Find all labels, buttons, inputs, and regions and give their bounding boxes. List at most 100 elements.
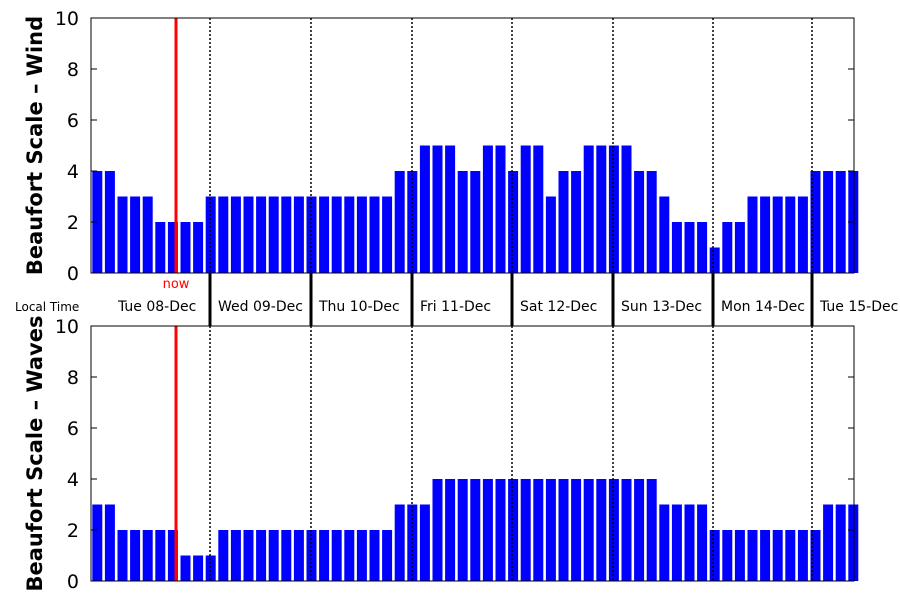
wind-bar [533,145,544,273]
waves-bar [382,530,393,581]
wind-bar [268,196,279,273]
wind-bar [394,171,405,273]
day-label-strip: Local Time now Tue 08-Dec Wed 09-Dec Thu 10… [15,273,898,326]
waves-bar [684,504,695,581]
waves-bar [167,530,178,581]
wind-bar [621,145,632,273]
wind-bar [583,145,594,273]
wind-bar [545,196,556,273]
wind-bar [684,222,695,273]
wind-bar [92,171,103,273]
waves-bar [596,479,607,581]
waves-bar [445,479,456,581]
wind-bar [142,196,153,273]
waves-bar [230,530,241,581]
wind-ytick-label: 6 [67,110,79,132]
wind-bar [646,171,657,273]
waves-bar [508,479,519,581]
wind-bar [445,145,456,273]
wind-ytick-label: 0 [67,263,79,285]
wind-bar [193,222,204,273]
wind-bar [671,222,682,273]
waves-bar [646,479,657,581]
waves-bar [457,479,468,581]
waves-bar [659,504,670,581]
wind-bar [218,196,229,273]
waves-ytick-label: 10 [55,316,79,338]
waves-ytick-label: 2 [67,520,79,542]
waves-bar [520,479,531,581]
waves-bar [470,479,481,581]
waves-bar [104,504,115,581]
wind-bar [281,196,292,273]
wind-bar [369,196,380,273]
wind-bar [596,145,607,273]
wind-bar [722,222,733,273]
wind-bar [520,145,531,273]
waves-bar [130,530,141,581]
wind-bar [835,171,846,273]
waves-ytick-label: 8 [67,367,79,389]
wind-bar [167,222,178,273]
wind-bar [823,171,834,273]
wind-bar [331,196,342,273]
day-label: Tue 08-Dec [117,299,196,315]
waves-bar [117,530,128,581]
waves-bar [155,530,166,581]
wind-bar [697,222,708,273]
waves-bar [785,530,796,581]
wind-ytick-label: 10 [55,8,79,30]
waves-bar [734,530,745,581]
wind-bar [810,171,821,273]
wind-bar [356,196,367,273]
local-time-label: Local Time [15,300,79,314]
waves-bar [205,555,216,581]
wind-ylabel: Beaufort Scale – Wind [23,16,47,275]
waves-bar [671,504,682,581]
wind-bar [419,145,430,273]
wind-bar [709,247,720,273]
waves-bar [533,479,544,581]
waves-bar [394,504,405,581]
waves-bar [419,504,430,581]
wind-panel: 0 2 4 6 8 10 Beaufort Scale – Wind [23,8,859,285]
waves-bar [281,530,292,581]
waves-bar [558,479,569,581]
wind-bar [734,222,745,273]
waves-bar [747,530,758,581]
waves-bar [848,504,859,581]
wind-bar [797,196,808,273]
wind-bar [117,196,128,273]
waves-panel: 0 2 4 6 8 10 Beaufort Scale – Waves [23,316,859,593]
wind-bar [634,171,645,273]
wind-bar [293,196,304,273]
wind-bar [230,196,241,273]
waves-bar [835,504,846,581]
waves-bar [344,530,355,581]
waves-bar [608,479,619,581]
waves-bar [218,530,229,581]
wind-bar [319,196,330,273]
waves-bar [142,530,153,581]
waves-bar [709,530,720,581]
day-label: Sun 13-Dec [621,299,702,315]
wind-ytick-label: 8 [67,59,79,81]
waves-bar [722,530,733,581]
waves-bar [760,530,771,581]
waves-bar [356,530,367,581]
waves-plot-frame [90,325,855,582]
wind-bar [180,222,191,273]
wind-bar [785,196,796,273]
wind-bar [760,196,771,273]
waves-bar [319,530,330,581]
waves-bar [797,530,808,581]
waves-bar [293,530,304,581]
wind-bar [470,171,481,273]
waves-bar [369,530,380,581]
waves-bar [810,530,821,581]
waves-bar [180,555,191,581]
day-label: Wed 09-Dec [218,299,303,315]
wind-bar [608,145,619,273]
wind-bar [256,196,267,273]
